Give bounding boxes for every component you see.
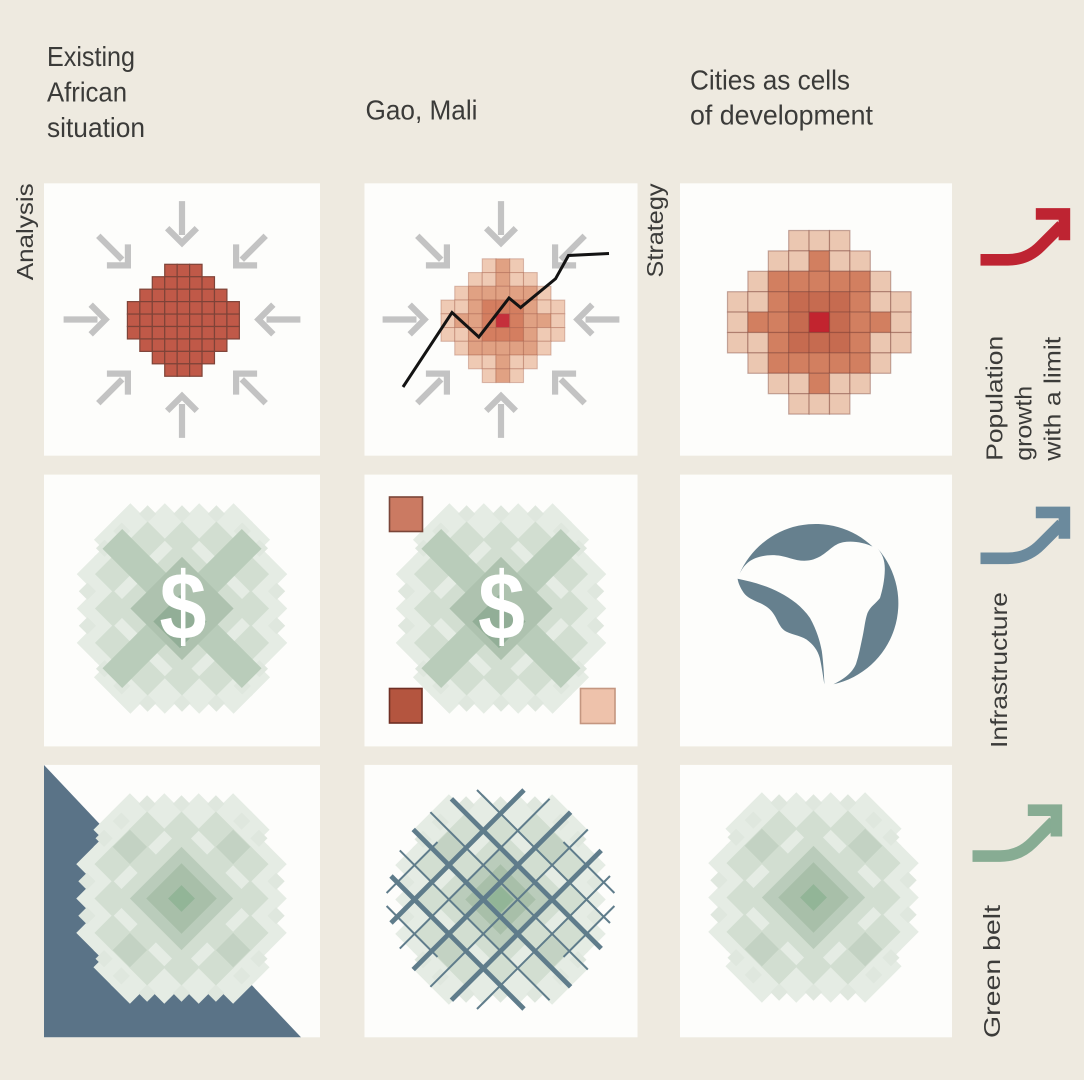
svg-text:situation: situation: [47, 112, 145, 143]
svg-text:African: African: [47, 77, 127, 108]
svg-text:Cities as cells: Cities as cells: [690, 64, 850, 95]
svg-text:$: $: [478, 553, 525, 660]
svg-text:Analysis: Analysis: [12, 183, 38, 280]
svg-text:Strategy: Strategy: [642, 183, 668, 277]
svg-text:$: $: [160, 553, 207, 660]
svg-text:Gao, Mali: Gao, Mali: [366, 95, 478, 126]
svg-text:Infrastructure: Infrastructure: [986, 592, 1012, 748]
svg-text:with a limit: with a limit: [1040, 336, 1066, 462]
svg-text:of development: of development: [690, 99, 873, 130]
svg-text:Population: Population: [982, 336, 1008, 461]
svg-text:growth: growth: [1011, 386, 1037, 461]
svg-text:Existing: Existing: [47, 41, 135, 72]
svg-text:Green belt: Green belt: [979, 904, 1005, 1038]
